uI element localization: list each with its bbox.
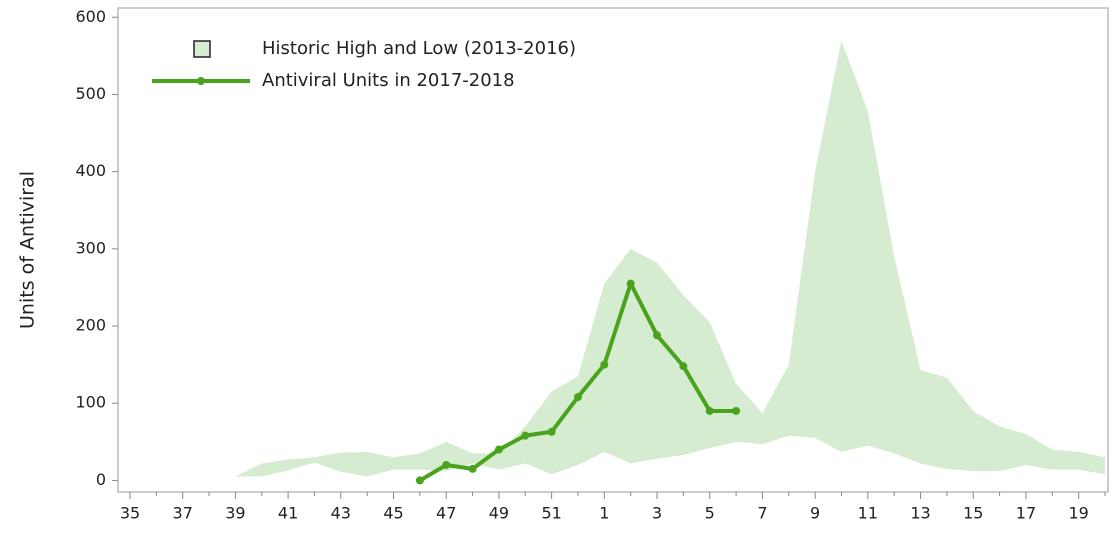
x-tick-label: 45	[383, 504, 403, 523]
x-tick-label: 11	[858, 504, 878, 523]
x-tick-label: 1	[599, 504, 609, 523]
y-tick-label: 200	[75, 316, 106, 335]
data-point	[521, 431, 530, 440]
legend-label: Historic High and Low (2013-2016)	[262, 38, 576, 59]
data-point	[573, 393, 582, 402]
y-axis-label: Units of Antiviral	[17, 171, 39, 329]
x-tick-label: 47	[436, 504, 456, 523]
x-tick-label: 37	[173, 504, 193, 523]
x-tick-label: 35	[120, 504, 140, 523]
legend-swatch	[193, 40, 211, 58]
data-point	[705, 406, 714, 415]
x-tick-label: 51	[541, 504, 561, 523]
data-point	[732, 406, 741, 415]
band-area	[235, 40, 1106, 477]
x-tick-label: 5	[705, 504, 715, 523]
x-tick-label: 39	[225, 504, 245, 523]
y-tick-label: 500	[75, 84, 106, 103]
x-tick-label: 7	[757, 504, 767, 523]
data-point	[600, 360, 609, 369]
y-tick-label: 400	[75, 161, 106, 180]
x-tick-label: 17	[1016, 504, 1036, 523]
data-point	[494, 445, 503, 454]
data-point	[626, 279, 635, 288]
x-tick-label: 13	[910, 504, 930, 523]
x-tick-label: 43	[331, 504, 351, 523]
data-point	[653, 331, 662, 340]
legend-marker	[197, 77, 205, 85]
x-tick-label: 3	[652, 504, 662, 523]
x-tick-label: 41	[278, 504, 298, 523]
data-point	[547, 427, 556, 436]
data-point	[415, 476, 424, 485]
legend-label: Antiviral Units in 2017-2018	[262, 70, 515, 91]
data-point	[442, 460, 451, 469]
data-point	[468, 464, 477, 473]
y-tick-label: 100	[75, 393, 106, 412]
x-tick-label: 49	[489, 504, 509, 523]
plot-frame	[117, 7, 1109, 493]
y-tick-label: 600	[75, 7, 106, 26]
x-tick-label: 19	[1068, 504, 1088, 523]
data-point	[679, 362, 688, 371]
x-tick-label: 9	[810, 504, 820, 523]
y-tick-label: 0	[96, 470, 106, 489]
x-tick-label: 15	[963, 504, 983, 523]
y-tick-label: 300	[75, 238, 106, 257]
